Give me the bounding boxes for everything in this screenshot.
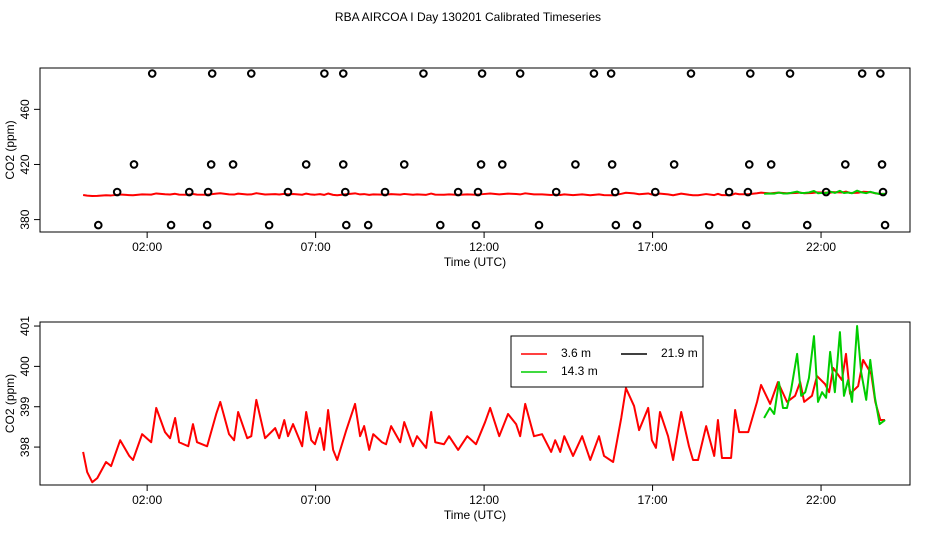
y-tick-label: 401 — [18, 316, 32, 336]
legend-box — [510, 335, 704, 388]
flag-point — [206, 160, 216, 169]
flag-point — [453, 187, 463, 197]
flag-point — [877, 160, 887, 169]
y-tick-label: 399 — [18, 396, 32, 416]
overview-line — [764, 189, 886, 195]
flag-point — [497, 160, 507, 169]
flag-point — [471, 220, 481, 230]
series-line — [82, 352, 886, 484]
flag-point — [363, 220, 373, 230]
x-tick-label: 17:00 — [638, 240, 668, 254]
flag-point — [202, 220, 212, 230]
flag-point — [320, 69, 329, 78]
flag-point — [301, 160, 311, 169]
flag-point — [704, 220, 714, 230]
flag-point — [477, 69, 487, 78]
legend-label: 3.6 m — [561, 346, 591, 360]
x-tick-label: 22:00 — [806, 493, 836, 507]
x-tick-label: 22:00 — [806, 240, 836, 254]
flag-point — [611, 220, 621, 230]
flag-point — [686, 69, 696, 78]
plot-frame — [39, 321, 911, 486]
flag-point — [166, 220, 176, 230]
flag-point — [534, 220, 544, 230]
flag-point — [476, 160, 486, 169]
flag-point — [669, 160, 679, 169]
flag-point — [147, 69, 157, 78]
flag-point — [184, 187, 194, 197]
flag-point — [878, 187, 888, 197]
flag-point — [380, 187, 390, 197]
flag-point — [724, 187, 734, 197]
flag-point — [340, 187, 350, 197]
flag-point — [766, 160, 776, 169]
flag-point — [743, 187, 753, 197]
flag-point — [341, 220, 351, 230]
flag-point — [435, 220, 445, 230]
flag-point — [841, 160, 850, 169]
y-tick-label: 398 — [18, 437, 32, 457]
x-tick-label: 02:00 — [132, 493, 162, 507]
flag-point — [338, 160, 348, 169]
x-tick-label: 02:00 — [132, 240, 162, 254]
flag-point — [338, 69, 348, 78]
x-tick-label: 07:00 — [301, 240, 331, 254]
flag-point — [473, 187, 483, 197]
chart-title: RBA AIRCOA I Day 130201 Calibrated Times… — [335, 10, 601, 24]
flag-point — [515, 69, 525, 78]
x-tick-label: 17:00 — [638, 493, 668, 507]
flag-point — [112, 187, 122, 197]
flag-point — [571, 160, 580, 169]
flag-point — [880, 220, 890, 230]
y-axis-label: CO2 (ppm) — [3, 374, 17, 433]
flag-point — [785, 69, 795, 78]
series-line — [763, 325, 886, 426]
flag-point — [606, 69, 616, 78]
flag-point — [632, 220, 642, 230]
flag-point — [228, 160, 238, 169]
flag-point — [207, 69, 217, 78]
flag-point — [129, 160, 139, 169]
flag-point — [419, 69, 428, 78]
flag-point — [246, 69, 256, 78]
y-tick-label: 400 — [18, 356, 32, 376]
flag-point — [610, 187, 620, 197]
flag-point — [744, 160, 754, 169]
x-axis-label: Time (UTC) — [444, 255, 506, 269]
y-tick-label: 460 — [18, 99, 32, 119]
flag-point — [203, 187, 213, 197]
legend-label: 21.9 m — [661, 346, 698, 360]
flag-point — [589, 69, 599, 78]
y-axis-label: CO2 (ppm) — [3, 120, 17, 179]
flag-point — [650, 187, 660, 197]
flag-point — [741, 220, 751, 230]
flag-point — [551, 187, 561, 197]
flag-point — [264, 220, 274, 230]
x-tick-label: 12:00 — [469, 240, 499, 254]
y-tick-label: 420 — [18, 154, 32, 174]
flag-point — [93, 220, 103, 230]
flag-point — [857, 69, 867, 78]
flag-point — [821, 187, 831, 197]
flag-point — [745, 69, 755, 78]
legend-label: 14.3 m — [561, 364, 598, 378]
flag-point — [399, 160, 409, 169]
x-tick-label: 12:00 — [469, 493, 499, 507]
y-tick-label: 380 — [18, 209, 32, 229]
x-tick-label: 07:00 — [301, 493, 331, 507]
x-axis-label: Time (UTC) — [444, 508, 506, 522]
flag-point — [283, 187, 293, 197]
flag-point — [607, 160, 617, 169]
plot-frame — [39, 67, 911, 233]
flag-point — [802, 220, 812, 230]
flag-point — [876, 69, 885, 78]
